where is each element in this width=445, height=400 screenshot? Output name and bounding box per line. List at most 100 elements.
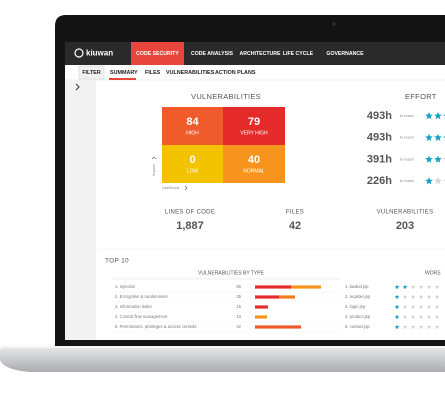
sub-tab[interactable]: ACTION PLANS xyxy=(215,70,256,76)
expand-arrow[interactable] xyxy=(75,83,80,91)
star xyxy=(402,314,408,319)
laptop-base xyxy=(0,346,445,372)
matrix-cell[interactable] xyxy=(162,107,223,145)
star xyxy=(394,324,400,329)
star xyxy=(410,284,416,289)
type-count: 42 xyxy=(236,324,241,329)
cell-label: NORMAL xyxy=(243,168,265,174)
sub-tabs: SUMMARY FILES VULNERABILITIES ACTION PLANS xyxy=(110,70,256,76)
screen-bg xyxy=(65,42,445,340)
star xyxy=(402,294,408,299)
type-count: 55 xyxy=(236,284,241,289)
file-name[interactable]: 2. register.jsp xyxy=(345,294,371,299)
type-name: 1. Injection xyxy=(115,284,136,289)
star xyxy=(425,177,433,185)
effort-note: to reach xyxy=(400,157,414,161)
star xyxy=(434,294,440,299)
star xyxy=(402,324,408,329)
effort-hours: 493h xyxy=(367,110,392,122)
type-bar xyxy=(279,295,295,299)
sub-tab[interactable]: FILES xyxy=(145,70,161,76)
top10-rows: 1. Injection 55 2. Encryption & randomness… xyxy=(112,284,440,333)
star xyxy=(410,294,416,299)
star xyxy=(434,314,440,319)
type-bar xyxy=(255,325,301,329)
nav-tab[interactable]: CODE SECURITY xyxy=(136,51,179,57)
star xyxy=(410,314,416,319)
file-name[interactable]: 4. product.jsp xyxy=(345,314,371,319)
stat-label: FILES xyxy=(286,210,304,216)
cell-value: 0 xyxy=(189,154,195,166)
stat-value: 1,887 xyxy=(176,220,204,232)
star xyxy=(434,112,442,120)
nav-tab[interactable]: CODE ANALYSIS xyxy=(191,51,234,57)
likelihood-axis: Likelihood xyxy=(162,186,179,190)
star xyxy=(425,133,433,141)
star xyxy=(394,294,400,299)
impact-axis: Impact xyxy=(152,163,156,175)
star xyxy=(434,177,442,185)
star xyxy=(418,284,424,289)
star xyxy=(426,314,432,319)
stat-value: 42 xyxy=(289,220,301,232)
type-name: 4. Control flow management xyxy=(115,314,168,319)
type-name: 3. Information leaks xyxy=(115,304,152,309)
file-name[interactable]: 1. basket.jsp xyxy=(345,284,369,289)
top10-title: TOP 10 xyxy=(105,258,129,265)
star xyxy=(425,155,433,163)
star xyxy=(418,304,424,309)
sidebar xyxy=(65,80,95,340)
type-count: 10 xyxy=(236,314,241,319)
effort-note: to reach xyxy=(400,179,414,183)
logo-icon xyxy=(74,48,84,58)
star xyxy=(434,284,440,289)
stat-label: VULNERABILITIES xyxy=(377,210,434,216)
nav-tab[interactable]: ARCHITECTURE xyxy=(240,51,281,57)
star xyxy=(426,324,432,329)
base-highlight xyxy=(0,346,445,348)
nav-tab[interactable]: LIFE CYCLE xyxy=(283,51,314,57)
effort-note: to reach xyxy=(400,114,414,118)
star xyxy=(418,294,424,299)
star xyxy=(426,304,432,309)
active-underline xyxy=(109,78,136,80)
cell-value: 84 xyxy=(186,116,199,128)
nav-tab[interactable]: GOVERNANCE xyxy=(326,51,364,57)
star xyxy=(402,284,408,289)
star xyxy=(434,304,440,309)
effort-hours: 226h xyxy=(367,175,392,187)
star xyxy=(426,294,432,299)
stat-label: LINES OF CODE xyxy=(165,210,215,216)
nav-tabs: CODE SECURITY CODE ANALYSIS ARCHITECTURE LI… xyxy=(136,51,364,57)
matrix-cell[interactable] xyxy=(162,145,223,183)
matrix-cell[interactable] xyxy=(223,145,285,183)
axis-arrow xyxy=(151,156,157,160)
filter-label: FILTER xyxy=(82,70,101,76)
type-bar xyxy=(255,315,267,319)
matrix-labels: 84 HIGH 79 VERY HIGH 0 LOW 40 NORMAL xyxy=(186,116,268,174)
file-name[interactable]: 5. contact.jsp xyxy=(345,324,370,329)
effort-note: to reach xyxy=(400,136,414,140)
vulnerabilities-title: VULNERABILITIES xyxy=(191,92,261,101)
file-name[interactable]: 3. login.jsp xyxy=(345,304,366,309)
matrix-cell[interactable] xyxy=(223,107,285,145)
star xyxy=(418,324,424,329)
sub-tab[interactable]: VULNERABILITIES xyxy=(166,70,215,76)
type-bar xyxy=(255,285,291,289)
star xyxy=(394,284,400,289)
cell-label: LOW xyxy=(187,168,199,174)
sub-tab[interactable]: SUMMARY xyxy=(110,70,138,76)
axis-arrow xyxy=(184,185,188,191)
filter-button[interactable] xyxy=(78,65,105,80)
star xyxy=(402,304,408,309)
effort-title: EFFORT xyxy=(405,92,437,101)
active-tab xyxy=(131,42,184,65)
star xyxy=(434,155,442,163)
type-name: 5. Permissions, privileges & access cont… xyxy=(115,324,196,329)
sub-nav xyxy=(65,65,445,80)
camera xyxy=(332,22,336,26)
cell-value: 79 xyxy=(248,116,260,128)
effort-hours: 493h xyxy=(367,132,392,144)
